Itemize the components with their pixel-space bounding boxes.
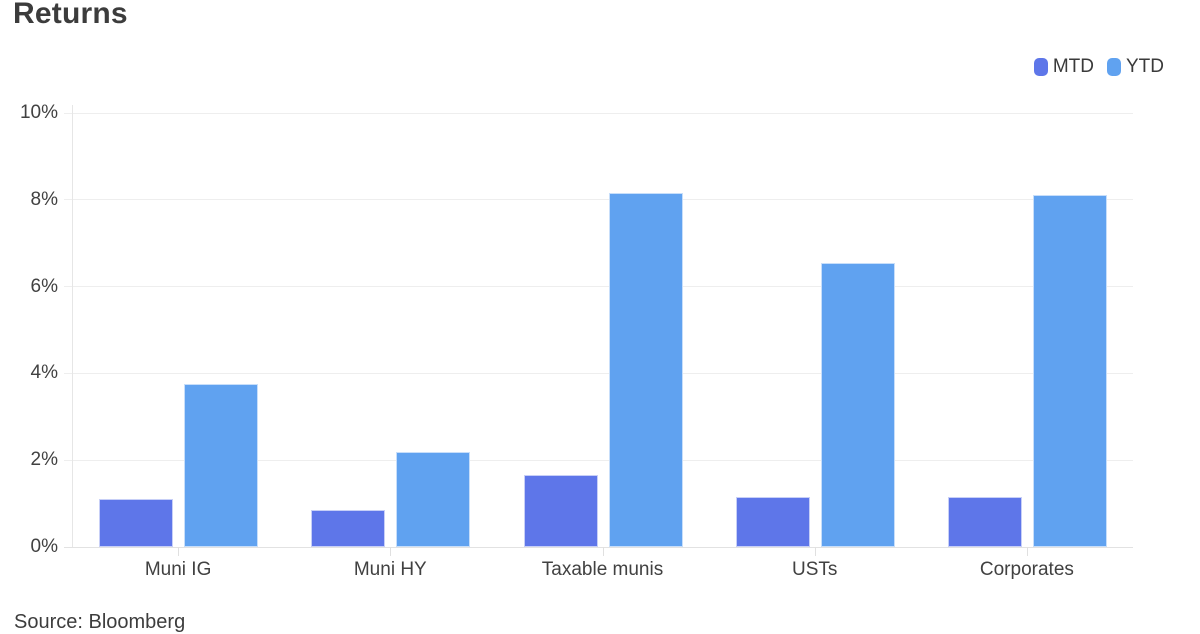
y-axis-label-2: 2% xyxy=(30,449,58,471)
bar-ytd-muni-hy xyxy=(396,451,471,547)
y-axis-label-10: 10% xyxy=(19,102,58,123)
y-axis-label-6: 6% xyxy=(30,275,58,297)
bar-mtd-usts xyxy=(735,497,810,547)
x-axis-label-muni-hy: Muni HY xyxy=(353,559,427,580)
bar-ytd-usts xyxy=(820,262,895,547)
x-tick-muni-ig xyxy=(178,547,180,556)
gridline-4 xyxy=(64,372,1133,374)
bar-mtd-muni-ig xyxy=(99,499,174,547)
gridline-2 xyxy=(64,459,1133,461)
legend-item-ytd: YTD xyxy=(1107,56,1164,78)
gridline-10 xyxy=(64,112,1133,114)
x-axis-label-usts: USTs xyxy=(791,559,838,580)
x-axis-label-corporates: Corporates xyxy=(979,559,1074,580)
legend-swatch-ytd-icon xyxy=(1107,58,1121,76)
bar-mtd-corporates xyxy=(947,497,1022,547)
legend-swatch-mtd-icon xyxy=(1033,58,1048,76)
legend-label-mtd: MTD xyxy=(1052,56,1094,77)
y-axis-label-4: 4% xyxy=(30,362,58,384)
y-axis-line xyxy=(72,105,73,547)
y-axis-label-8: 8% xyxy=(30,188,58,210)
legend-item-mtd: MTD xyxy=(1033,56,1094,78)
x-tick-muni-hy xyxy=(390,547,392,556)
gridline-6 xyxy=(64,286,1133,288)
legend-label-ytd: YTD xyxy=(1126,56,1164,77)
bar-ytd-muni-ig xyxy=(184,384,259,547)
bar-ytd-taxable-munis xyxy=(608,193,683,547)
legend: MTD YTD xyxy=(1033,56,1164,78)
x-tick-corporates xyxy=(1026,547,1028,556)
x-tick-taxable-munis xyxy=(602,547,604,556)
x-axis-label-taxable-munis: Taxable munis xyxy=(541,559,664,580)
x-axis-label-muni-ig: Muni IG xyxy=(144,559,212,580)
gridline-8 xyxy=(64,199,1133,201)
bar-mtd-taxable-munis xyxy=(523,475,598,547)
chart-title: Returns xyxy=(13,0,128,30)
y-axis-label-0: 0% xyxy=(30,536,58,557)
gridline-0 xyxy=(64,546,1133,548)
source-note: Source: Bloomberg xyxy=(14,611,186,633)
bar-mtd-muni-hy xyxy=(311,510,386,547)
bar-ytd-corporates xyxy=(1032,195,1107,547)
x-tick-usts xyxy=(814,547,816,556)
